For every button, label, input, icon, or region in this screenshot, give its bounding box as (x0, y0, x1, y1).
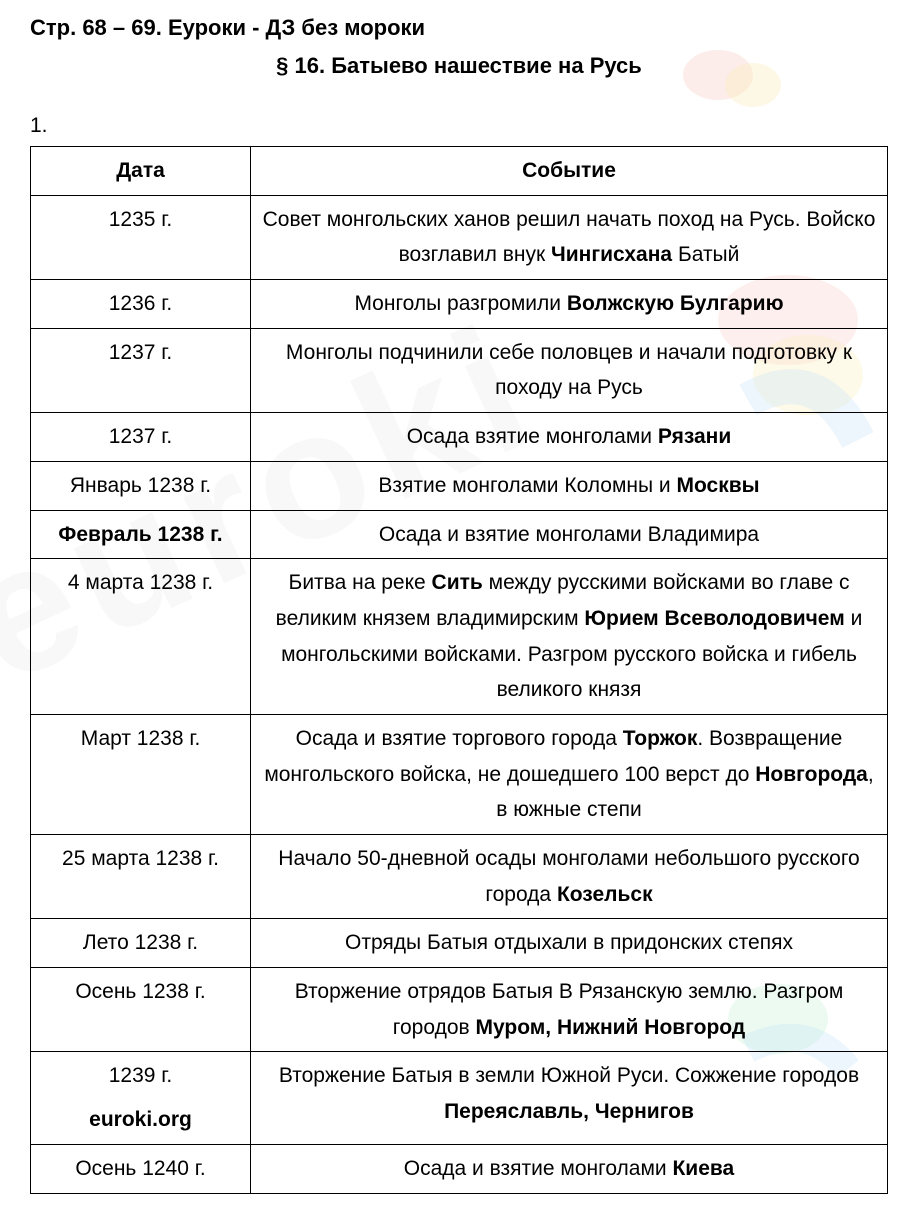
table-row: Лето 1238 г.Отряды Батыя отдыхали в прид… (31, 919, 888, 968)
event-cell: Осада и взятие торгового города Торжок. … (251, 714, 888, 834)
date-cell: 1239 г.euroki.org (31, 1052, 251, 1144)
event-cell: Осада и взятие монголами Киева (251, 1144, 888, 1193)
events-table: Дата Событие 1235 г.Совет монгольских ха… (30, 146, 888, 1194)
table-row: 1239 г.euroki.orgВторжение Батыя в земли… (31, 1052, 888, 1144)
table-header-row: Дата Событие (31, 147, 888, 196)
table-row: Февраль 1238 г.Осада и взятие монголами … (31, 510, 888, 559)
event-cell: Монголы подчинили себе половцев и начали… (251, 328, 888, 412)
table-row: 25 марта 1238 г.Начало 50-дневной осады … (31, 835, 888, 919)
task-number: 1. (30, 114, 888, 138)
event-cell: Взятие монголами Коломны и Москвы (251, 461, 888, 510)
event-cell: Совет монгольских ханов решил начать пох… (251, 195, 888, 279)
event-cell: Монголы разгромили Волжскую Булгарию (251, 280, 888, 329)
table-row: Осень 1240 г.Осада и взятие монголами Ки… (31, 1144, 888, 1193)
date-cell: Лето 1238 г. (31, 919, 251, 968)
event-cell: Отряды Батыя отдыхали в придонских степя… (251, 919, 888, 968)
date-cell: Осень 1240 г. (31, 1144, 251, 1193)
col-header-event: Событие (251, 147, 888, 196)
site-link: euroki.org (41, 1102, 240, 1138)
table-row: Осень 1238 г.Вторжение отрядов Батыя В Р… (31, 968, 888, 1052)
date-cell: 1236 г. (31, 280, 251, 329)
event-cell: Начало 50-дневной осады монголами неболь… (251, 835, 888, 919)
event-cell: Вторжение Батыя в земли Южной Руси. Сожж… (251, 1052, 888, 1144)
table-row: 1237 г.Осада взятие монголами Рязани (31, 413, 888, 462)
event-cell: Осада и взятие монголами Владимира (251, 510, 888, 559)
event-cell: Вторжение отрядов Батыя В Рязанскую земл… (251, 968, 888, 1052)
event-cell: Битва на реке Сить между русскими войска… (251, 559, 888, 715)
table-row: 1235 г.Совет монгольских ханов решил нач… (31, 195, 888, 279)
date-cell: 4 марта 1238 г. (31, 559, 251, 715)
date-cell: Февраль 1238 г. (31, 510, 251, 559)
date-cell: 1237 г. (31, 328, 251, 412)
date-cell: 1237 г. (31, 413, 251, 462)
table-row: 4 марта 1238 г.Битва на реке Сить между … (31, 559, 888, 715)
table-row: 1237 г.Монголы подчинили себе половцев и… (31, 328, 888, 412)
date-cell: Осень 1238 г. (31, 968, 251, 1052)
section-title: § 16. Батыево нашествие на Русь (30, 53, 888, 79)
date-cell: 1235 г. (31, 195, 251, 279)
table-row: Март 1238 г.Осада и взятие торгового гор… (31, 714, 888, 834)
date-cell: Январь 1238 г. (31, 461, 251, 510)
page-content: Стр. 68 – 69. Еуроки - ДЗ без мороки § 1… (30, 15, 888, 1194)
col-header-date: Дата (31, 147, 251, 196)
date-cell: Март 1238 г. (31, 714, 251, 834)
table-row: 1236 г.Монголы разгромили Волжскую Булга… (31, 280, 888, 329)
event-cell: Осада взятие монголами Рязани (251, 413, 888, 462)
page-header: Стр. 68 – 69. Еуроки - ДЗ без мороки (30, 15, 888, 41)
date-cell: 25 марта 1238 г. (31, 835, 251, 919)
table-row: Январь 1238 г.Взятие монголами Коломны и… (31, 461, 888, 510)
